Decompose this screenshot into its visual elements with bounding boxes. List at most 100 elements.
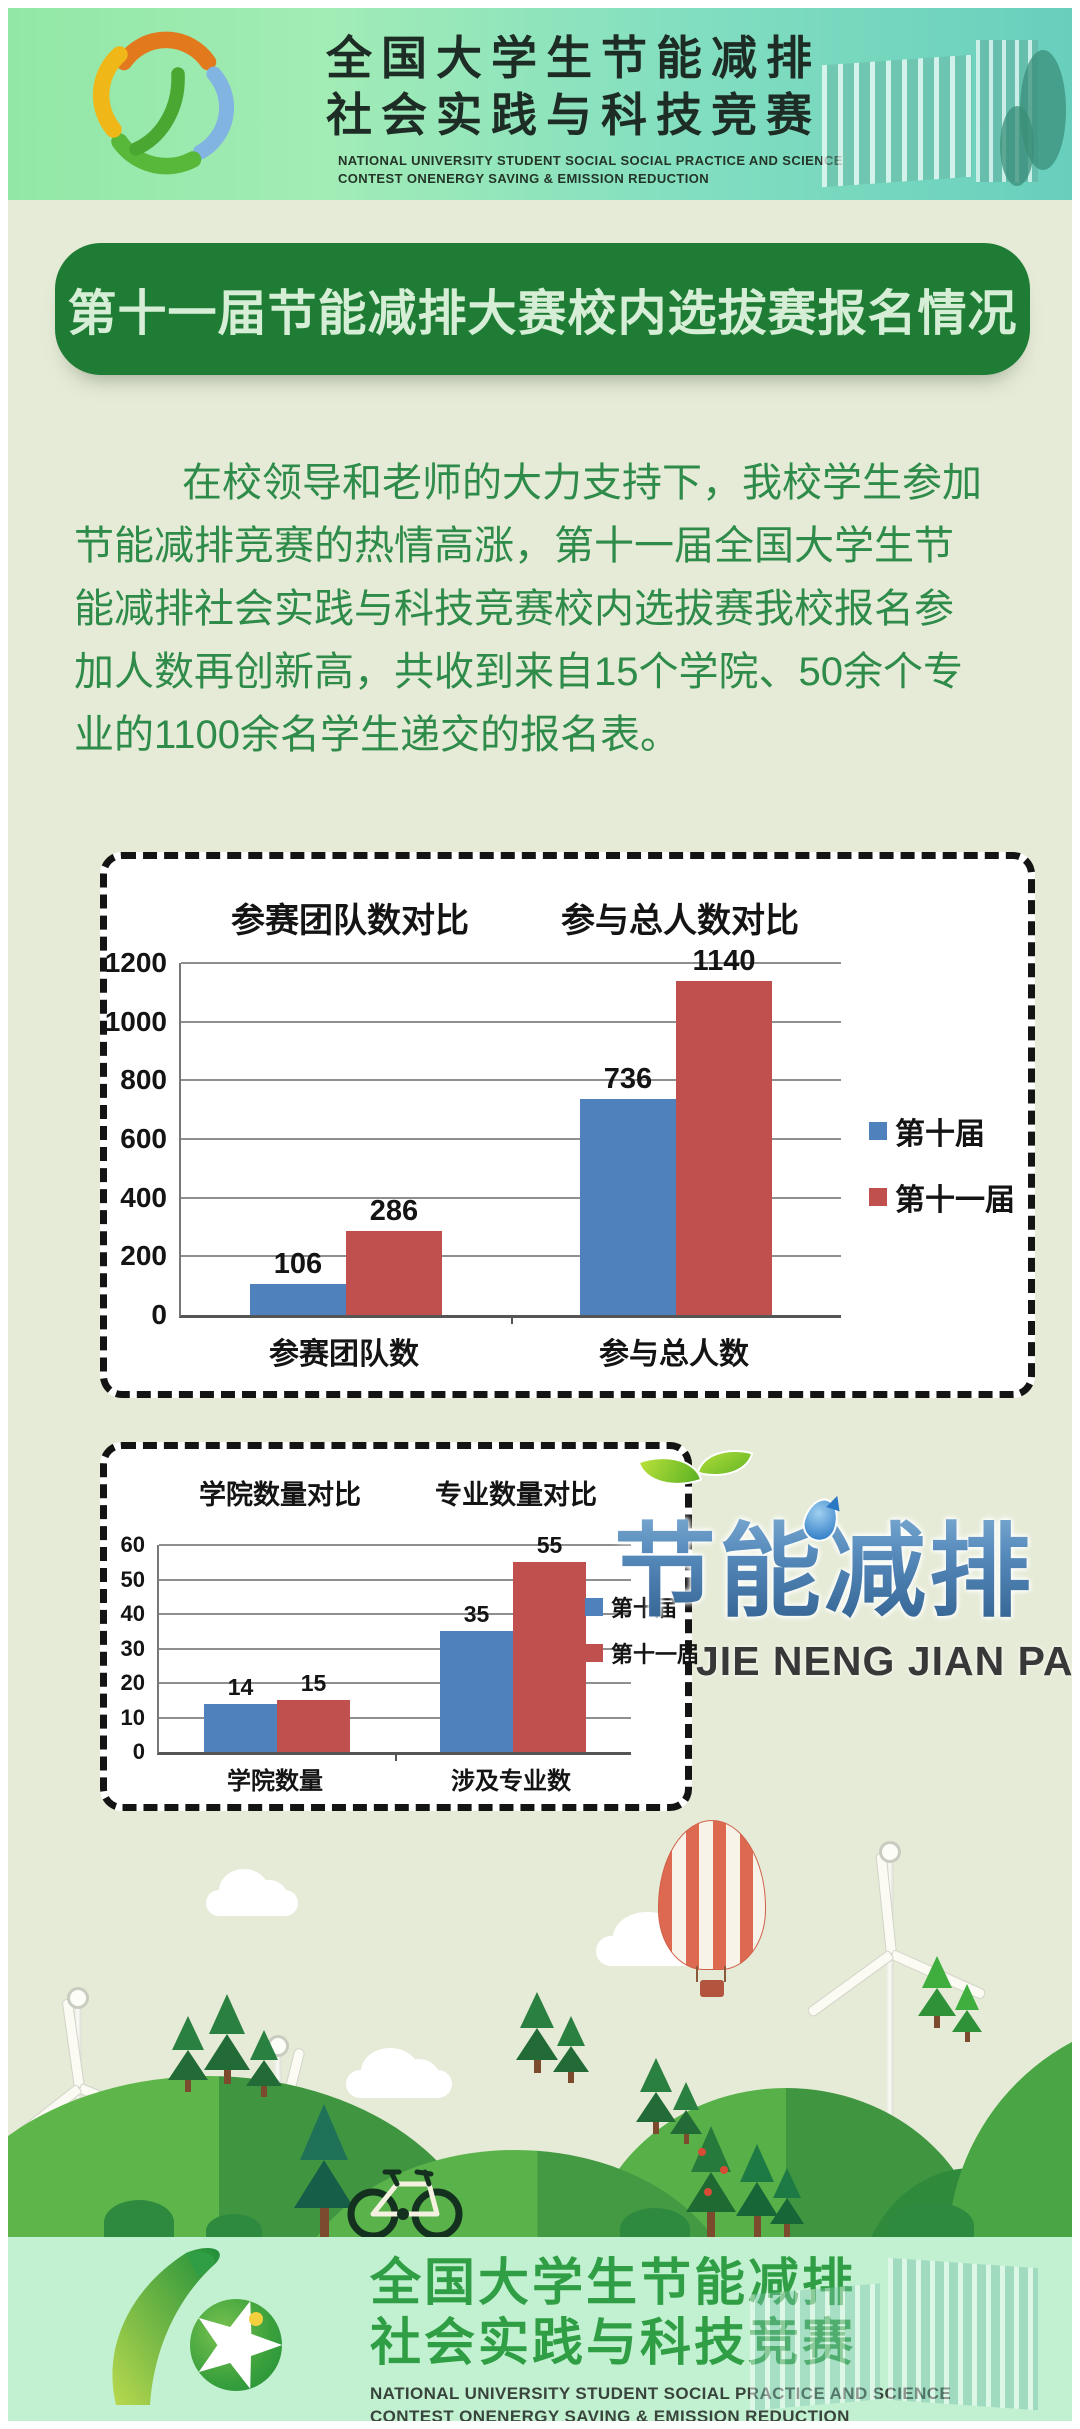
gridline xyxy=(159,1716,631,1719)
gridline xyxy=(159,1613,631,1616)
bar-第十一届-参与总人数: 1140 xyxy=(676,946,772,1315)
y-tick-label: 400 xyxy=(120,1181,167,1213)
pine-tree-icon xyxy=(168,2016,208,2092)
y-tick-label: 800 xyxy=(120,1064,167,1096)
bar-第十届-参赛团队数: 106 xyxy=(250,1249,346,1315)
gridline xyxy=(181,1020,841,1023)
legend-label: 第十一届 xyxy=(611,1642,700,1667)
gridline xyxy=(159,1578,631,1581)
bar-第十一届-学院数量: 15 xyxy=(277,1672,350,1752)
data-label: 1140 xyxy=(692,944,756,977)
legend-item: 第十一届 xyxy=(869,1175,1015,1219)
bar-group: 35 55 xyxy=(395,1534,631,1752)
chart-title-left: 学院数量对比 xyxy=(199,1480,361,1510)
data-label: 736 xyxy=(603,1063,653,1096)
bar-group: 106 286 xyxy=(181,963,511,1315)
legend-label: 第十一届 xyxy=(895,1184,1015,1217)
y-tick-label: 40 xyxy=(120,1601,145,1627)
x-category-label: 涉及专业数 xyxy=(451,1768,571,1795)
data-label: 14 xyxy=(227,1673,254,1700)
gridline xyxy=(181,1196,841,1199)
x-axis-labels: 参赛团队数 参与总人数 xyxy=(179,1329,839,1373)
tree-silhouette xyxy=(1000,106,1034,186)
pine-tree-icon xyxy=(516,1992,558,2073)
header-building-photo xyxy=(808,26,1068,191)
building-block xyxy=(888,2257,1038,2411)
y-tick-label: 50 xyxy=(120,1566,145,1592)
section-title-banner: 第十一届节能减排大赛校内选拔赛报名情况 xyxy=(55,243,1030,375)
legend-label: 第十届 xyxy=(895,1118,985,1151)
chart-title-left: 参赛团队数对比 xyxy=(231,902,469,940)
chart-title-right: 专业数量对比 xyxy=(435,1480,597,1510)
y-tick-label: 0 xyxy=(151,1299,167,1330)
legend-item: 第十一届 xyxy=(585,1637,699,1669)
legend-item: 第十届 xyxy=(869,1109,1015,1153)
gridline xyxy=(181,1138,841,1140)
bar-第十一届-参赛团队数: 286 xyxy=(346,1197,442,1315)
poster-content: 全国大学生节能减排 社会实践与科技竞赛 NATIONAL UNIVERSITY … xyxy=(8,8,1072,2421)
footer-title-zh-2: 社会实践与科技竞赛 xyxy=(370,2314,857,2371)
x-category-label: 参与总人数 xyxy=(599,1338,749,1371)
bar-第十届-学院数量: 14 xyxy=(204,1675,277,1752)
pine-tree-icon xyxy=(246,2030,282,2097)
bar-第十届-涉及专业数: 35 xyxy=(440,1603,513,1752)
gridline xyxy=(181,962,841,964)
data-label: 15 xyxy=(300,1670,327,1697)
y-tick-label: 200 xyxy=(120,1240,167,1272)
cloud-icon xyxy=(346,2047,452,2098)
x-axis-labels: 学院数量 涉及专业数 xyxy=(157,1761,629,1796)
y-tick-label: 600 xyxy=(120,1123,167,1154)
pine-tree-icon xyxy=(636,2058,676,2134)
footer-subtitle-en-1: NATIONAL UNIVERSITY STUDENT SOCIAL PRACT… xyxy=(370,2384,952,2403)
legend-swatch xyxy=(585,1644,603,1662)
pine-tree-icon xyxy=(204,1994,250,2084)
intro-line: 在校领导和老师的大力支持下，我校学生参加 xyxy=(182,461,982,505)
gridline xyxy=(159,1544,631,1546)
pine-tree-icon xyxy=(918,1956,956,2028)
header-banner: 全国大学生节能减排 社会实践与科技竞赛 NATIONAL UNIVERSITY … xyxy=(8,8,1072,200)
bar-第十届-参与总人数: 736 xyxy=(580,1065,676,1315)
footer-subtitle-en-2: CONTEST ONENERGY SAVING & EMISSION REDUC… xyxy=(370,2407,850,2421)
y-tick-label: 10 xyxy=(120,1704,145,1730)
footer-building-photo xyxy=(750,2253,1050,2411)
bar-第十一届-涉及专业数: 55 xyxy=(513,1534,586,1752)
bar-group: 736 1140 xyxy=(511,946,841,1315)
cloud-icon xyxy=(206,1869,298,1916)
pine-tree-icon xyxy=(770,2168,804,2244)
jienengjianpai-watermark: 节能减排 JIE NENG JIAN PAI xyxy=(608,1440,1072,1726)
y-tick-label: 1000 xyxy=(104,1005,167,1037)
bar-group: 14 15 xyxy=(159,1545,395,1752)
footer-banner: 全国大学生节能减排 社会实践与科技竞赛 NATIONAL UNIVERSITY … xyxy=(8,2237,1072,2421)
footer-titles: 全国大学生节能减排 社会实践与科技竞赛 NATIONAL UNIVERSITY … xyxy=(370,2253,951,2421)
gridline xyxy=(159,1682,631,1685)
header-title-zh-1: 全国大学生节能减排 xyxy=(326,32,821,84)
legend-swatch xyxy=(869,1188,887,1206)
footer-competition-logo-icon xyxy=(112,2248,283,2405)
section-title: 第十一届节能减排大赛校内选拔赛报名情况 xyxy=(67,286,1018,341)
chart-title-right: 参与总人数对比 xyxy=(561,902,799,940)
intro-line: 业的1100余名学生递交的报名表。 xyxy=(74,713,681,757)
competition-swirl-logo-icon xyxy=(92,31,234,175)
chart-legend: 第十届第十一届 xyxy=(869,1109,1015,1219)
building-block xyxy=(822,54,972,188)
building-block xyxy=(750,2283,880,2411)
gridline xyxy=(181,1255,841,1258)
y-tick-label: 0 xyxy=(132,1739,145,1764)
x-category-label: 学院数量 xyxy=(227,1768,323,1795)
data-label: 286 xyxy=(369,1195,419,1228)
legend-swatch xyxy=(869,1122,887,1140)
gridline xyxy=(181,1079,841,1082)
x-category-label: 参赛团队数 xyxy=(269,1338,419,1371)
data-label: 35 xyxy=(463,1601,490,1628)
pine-tree-icon xyxy=(553,2016,589,2083)
leaf-icon xyxy=(696,1440,754,1486)
header-subtitle-en-1: NATIONAL UNIVERSITY STUDENT SOCIAL SOCIA… xyxy=(338,153,843,168)
hot-air-balloon-icon xyxy=(658,1820,766,2020)
y-tick-label: 1200 xyxy=(104,947,167,978)
footer-title-zh-1: 全国大学生节能减排 xyxy=(370,2254,857,2311)
chart-card-colleges-majors: 学院数量对比 专业数量对比 0 10 20 30 40 50 60 14 15 35 55 学院数… xyxy=(100,1442,699,1811)
intro-line: 加人数再创新高，共收到来自15个学院、50余个专 xyxy=(74,650,963,694)
bicycle-icon xyxy=(347,2169,463,2240)
